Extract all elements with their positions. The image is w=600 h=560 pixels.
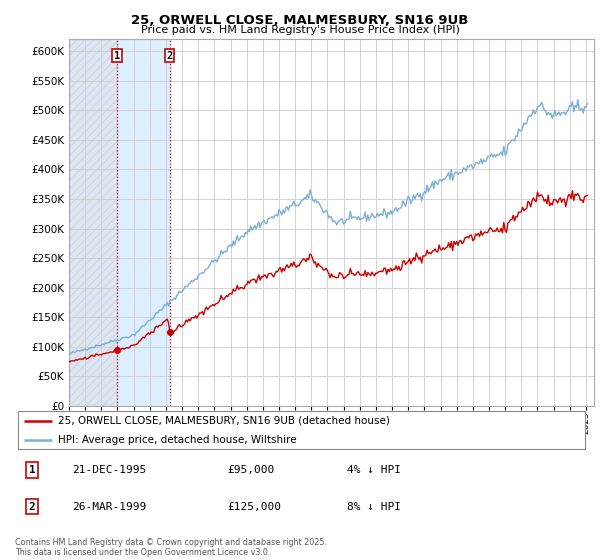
Text: HPI: Average price, detached house, Wiltshire: HPI: Average price, detached house, Wilt…	[58, 435, 296, 445]
Text: 25, ORWELL CLOSE, MALMESBURY, SN16 9UB (detached house): 25, ORWELL CLOSE, MALMESBURY, SN16 9UB (…	[58, 416, 390, 426]
Text: 25, ORWELL CLOSE, MALMESBURY, SN16 9UB: 25, ORWELL CLOSE, MALMESBURY, SN16 9UB	[131, 14, 469, 27]
Bar	[69, 39, 117, 406]
Text: 21-DEC-1995: 21-DEC-1995	[73, 465, 146, 475]
Bar	[117, 39, 170, 406]
Text: 26-MAR-1999: 26-MAR-1999	[73, 502, 146, 511]
Text: 2: 2	[167, 51, 173, 60]
Text: £95,000: £95,000	[227, 465, 274, 475]
Text: 8% ↓ HPI: 8% ↓ HPI	[347, 502, 401, 511]
FancyBboxPatch shape	[18, 411, 585, 449]
Text: 1: 1	[29, 465, 35, 475]
Text: £125,000: £125,000	[227, 502, 281, 511]
Bar	[69, 39, 117, 406]
Text: Contains HM Land Registry data © Crown copyright and database right 2025.
This d: Contains HM Land Registry data © Crown c…	[15, 538, 327, 557]
Text: 2: 2	[29, 502, 35, 511]
Text: 1: 1	[114, 51, 120, 60]
Text: Price paid vs. HM Land Registry's House Price Index (HPI): Price paid vs. HM Land Registry's House …	[140, 25, 460, 35]
Text: 4% ↓ HPI: 4% ↓ HPI	[347, 465, 401, 475]
